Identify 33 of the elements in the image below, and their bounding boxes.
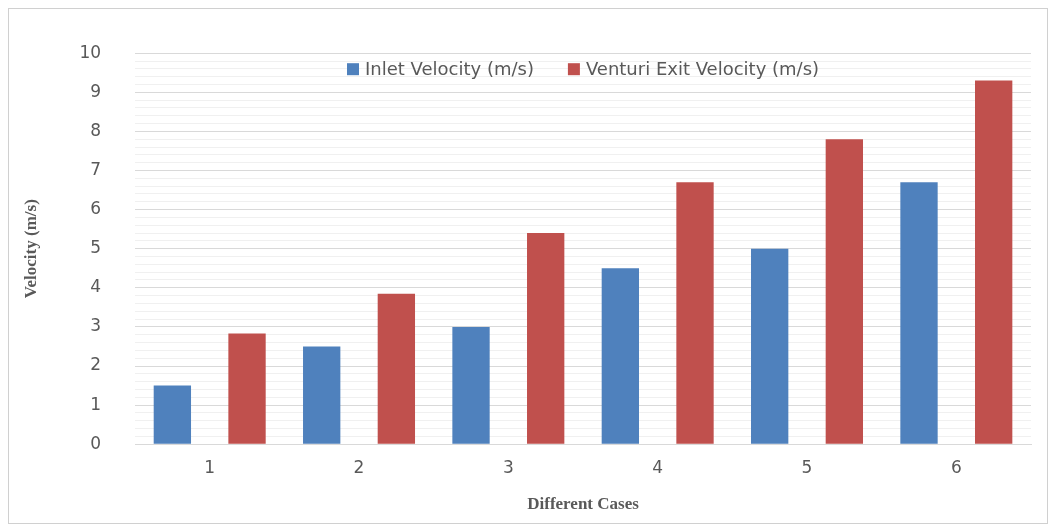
bar: [900, 182, 938, 444]
bar: [601, 268, 640, 444]
bar: [228, 333, 266, 444]
x-tick-label: 2: [353, 456, 365, 477]
y-tick-label: 10: [79, 41, 102, 62]
y-tick-label: 5: [90, 237, 102, 258]
y-tick-label: 2: [90, 354, 102, 375]
y-tick-label: 8: [90, 119, 102, 140]
bar: [751, 248, 789, 444]
y-tick-label: 7: [90, 158, 102, 179]
bar: [676, 182, 714, 444]
x-tick-label: 4: [652, 456, 664, 477]
x-tick-label: 5: [801, 456, 813, 477]
x-axis-title: Different Cases: [527, 494, 640, 514]
bar: [153, 385, 192, 444]
y-tick-label: 4: [90, 276, 102, 297]
y-axis-title: Velocity (m/s): [20, 199, 40, 299]
x-tick-label: 3: [502, 456, 514, 477]
y-tick-label: 6: [90, 198, 102, 219]
bar: [975, 80, 1013, 444]
bar: [825, 139, 864, 444]
bar: [527, 233, 565, 444]
x-tick-label: 6: [950, 456, 962, 477]
legend-label: Inlet Velocity (m/s): [364, 57, 534, 79]
y-tick-label: 1: [90, 393, 102, 414]
bar: [303, 346, 341, 444]
bar: [452, 326, 490, 444]
y-tick-label: 3: [90, 315, 102, 336]
legend-label: Venturi Exit Velocity (m/s): [585, 57, 820, 79]
y-tick-label: 0: [90, 432, 102, 453]
bar: [377, 293, 416, 444]
y-tick-label: 9: [90, 80, 102, 101]
x-tick-label: 1: [204, 456, 216, 477]
